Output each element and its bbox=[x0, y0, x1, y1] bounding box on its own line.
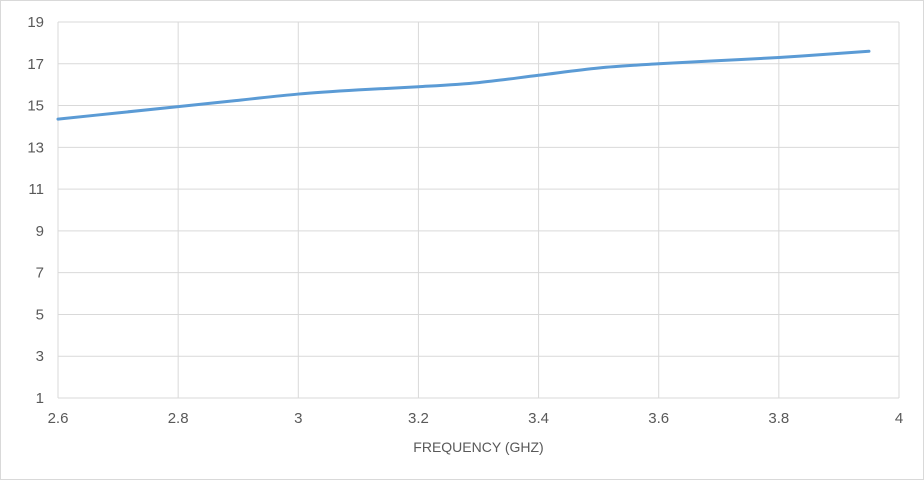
series-line bbox=[56, 49, 871, 121]
x-tick-label: 2.8 bbox=[168, 410, 189, 427]
x-tick-label: 3.6 bbox=[648, 410, 669, 427]
y-tick-label: 15 bbox=[27, 98, 44, 115]
x-tick-label: 3.2 bbox=[408, 410, 429, 427]
grid-layer bbox=[57, 21, 900, 399]
y-tick-label: 19 bbox=[27, 14, 44, 31]
x-tick-label: 4 bbox=[895, 410, 903, 427]
y-tick-label: 9 bbox=[36, 223, 44, 240]
x-tick-label: 3.4 bbox=[528, 410, 549, 427]
y-tick-label: 1 bbox=[36, 390, 44, 407]
x-tick-label: 3 bbox=[294, 410, 302, 427]
x-tick-label: 3.8 bbox=[768, 410, 789, 427]
y-tick-label: 3 bbox=[36, 348, 44, 365]
x-axis-title: FREQUENCY (GHZ) bbox=[413, 439, 543, 455]
series-layer bbox=[56, 49, 871, 121]
y-tick-label: 13 bbox=[27, 139, 44, 156]
y-tick-label: 17 bbox=[27, 56, 44, 73]
y-tick-label: 11 bbox=[28, 181, 44, 198]
x-axis-tick-labels: 2.6 2.8 3 3.2 3.4 3.6 3.8 4 bbox=[48, 410, 904, 427]
y-tick-label: 7 bbox=[36, 265, 44, 282]
x-tick-label: 2.6 bbox=[48, 410, 69, 427]
y-tick-label: 5 bbox=[36, 306, 44, 323]
